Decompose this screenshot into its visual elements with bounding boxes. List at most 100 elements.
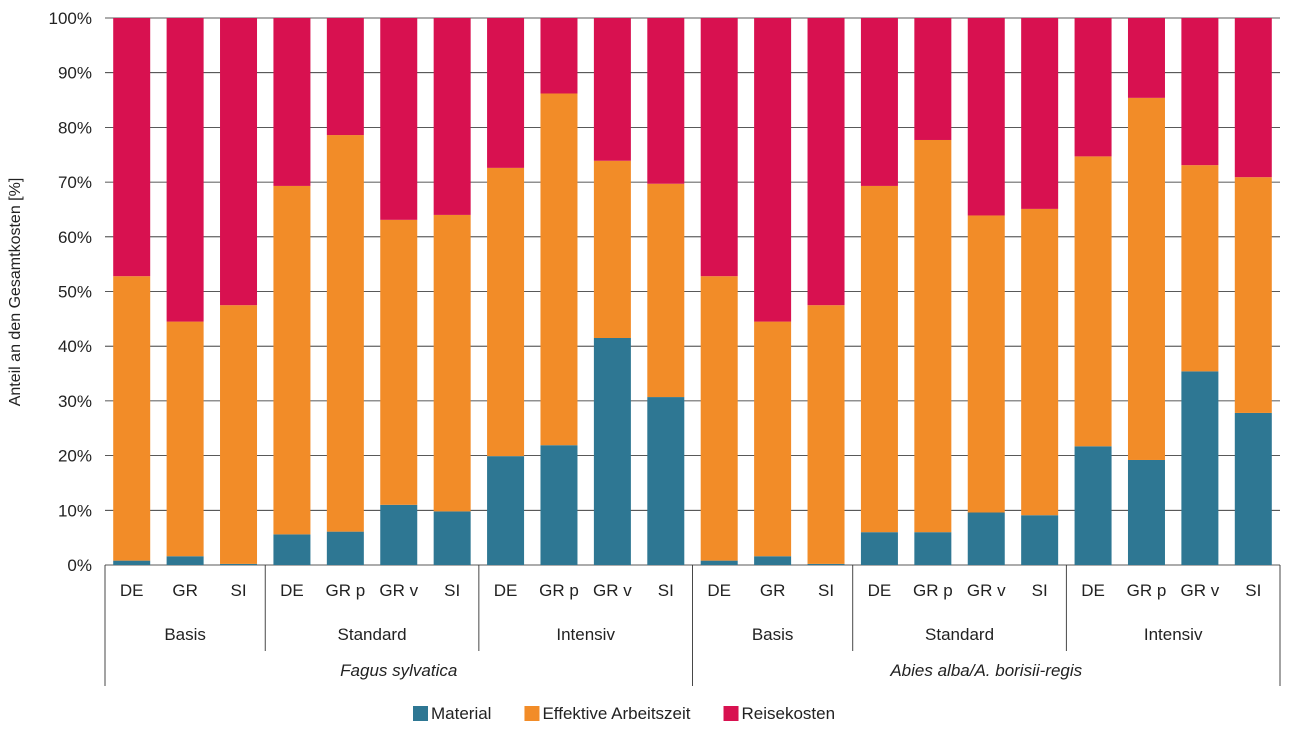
- y-tick-label: 30%: [58, 392, 92, 411]
- bar-segment-material: [914, 532, 952, 565]
- bar-segment-effektive-arbeitszeit: [967, 215, 1005, 513]
- bar-segment-material: [220, 563, 258, 565]
- bar-segment-reisekosten: [860, 18, 898, 186]
- bar-segment-effektive-arbeitszeit: [754, 321, 792, 557]
- legend-label: Reisekosten: [742, 704, 836, 723]
- y-tick-label: 100%: [49, 9, 92, 28]
- bars: [113, 18, 1272, 565]
- bar-segment-effektive-arbeitszeit: [380, 219, 418, 505]
- bar-segment-reisekosten: [647, 18, 685, 184]
- bar-segment-material: [700, 560, 738, 565]
- x-tick-label: SI: [444, 581, 460, 600]
- bar-segment-effektive-arbeitszeit: [166, 321, 204, 557]
- bar-segment-material: [860, 532, 898, 565]
- y-tick-label: 20%: [58, 447, 92, 466]
- bar-segment-material: [1181, 371, 1219, 565]
- bar-segment-material: [593, 337, 631, 565]
- x-tick-label: GR p: [1127, 581, 1167, 600]
- x-tick-label: DE: [120, 581, 144, 600]
- bar-segment-effektive-arbeitszeit: [593, 160, 631, 338]
- x-tick-label: SI: [658, 581, 674, 600]
- bar-segment-material: [1127, 459, 1165, 565]
- bar-segment-effektive-arbeitszeit: [113, 276, 151, 561]
- bar-segment-reisekosten: [967, 18, 1005, 216]
- x-tick-label: DE: [1081, 581, 1105, 600]
- bar-segment-effektive-arbeitszeit: [326, 135, 364, 532]
- x-tick-label: SI: [230, 581, 246, 600]
- bar-segment-effektive-arbeitszeit: [540, 93, 578, 446]
- x-tick-label: DE: [494, 581, 518, 600]
- bar-segment-effektive-arbeitszeit: [1181, 165, 1219, 372]
- legend-label: Material: [431, 704, 491, 723]
- y-axis-label: Anteil an den Gesamtkosten [%]: [7, 178, 24, 407]
- species-label: Fagus sylvatica: [340, 661, 457, 680]
- bar-segment-effektive-arbeitszeit: [860, 185, 898, 533]
- bar-segment-reisekosten: [1021, 18, 1059, 209]
- bar-segment-material: [1234, 412, 1272, 565]
- bar-segment-effektive-arbeitszeit: [647, 183, 685, 398]
- x-tick-label: SI: [1245, 581, 1261, 600]
- x-tick-label: GR p: [539, 581, 579, 600]
- y-tick-label: 40%: [58, 337, 92, 356]
- species-label: Abies alba/A. borisii-regis: [889, 661, 1082, 680]
- y-tick-label: 10%: [58, 501, 92, 520]
- bar-segment-reisekosten: [700, 18, 738, 277]
- bar-segment-effektive-arbeitszeit: [220, 305, 258, 564]
- group-label: Intensiv: [556, 625, 615, 644]
- x-tick-label: SI: [818, 581, 834, 600]
- bar-segment-reisekosten: [914, 18, 952, 140]
- x-tick-label: GR v: [593, 581, 632, 600]
- bar-segment-reisekosten: [540, 18, 578, 94]
- bar-segment-material: [1021, 515, 1059, 565]
- bar-segment-effektive-arbeitszeit: [807, 305, 845, 564]
- bar-segment-effektive-arbeitszeit: [1074, 156, 1112, 447]
- x-axis: DE GR SI DE GR p GR v SI DE GR p GR v SI DE GR SI DE GR…: [104, 565, 1281, 686]
- x-tick-label: DE: [707, 581, 731, 600]
- bar-segment-effektive-arbeitszeit: [914, 139, 952, 533]
- x-tick-label: DE: [280, 581, 304, 600]
- group-label: Standard: [338, 625, 407, 644]
- group-label: Basis: [164, 625, 206, 644]
- bar-segment-reisekosten: [487, 18, 525, 168]
- bar-segment-material: [967, 512, 1005, 565]
- legend-swatch: [524, 706, 540, 721]
- bar-segment-reisekosten: [593, 18, 631, 161]
- legend: Material Effektive Arbeitszeit Reisekosten: [413, 704, 835, 723]
- bar-segment-effektive-arbeitszeit: [1127, 97, 1165, 460]
- bar-segment-effektive-arbeitszeit: [1021, 208, 1059, 516]
- bar-segment-effektive-arbeitszeit: [1234, 177, 1272, 413]
- bar-segment-effektive-arbeitszeit: [700, 276, 738, 561]
- bar-segment-material: [166, 556, 204, 565]
- bar-segment-reisekosten: [113, 18, 151, 277]
- bar-segment-material: [647, 397, 685, 565]
- bar-segment-reisekosten: [380, 18, 418, 220]
- bar-segment-reisekosten: [807, 18, 845, 306]
- bar-segment-material: [1074, 446, 1112, 565]
- bar-segment-material: [540, 445, 578, 565]
- bar-segment-material: [487, 456, 525, 565]
- bar-segment-material: [273, 534, 311, 565]
- group-label: Intensiv: [1144, 625, 1203, 644]
- y-tick-label: 50%: [58, 283, 92, 302]
- bar-segment-reisekosten: [1074, 18, 1112, 157]
- bar-segment-material: [326, 531, 364, 565]
- x-tick-label: GR p: [913, 581, 953, 600]
- bar-segment-effektive-arbeitszeit: [487, 167, 525, 457]
- bar-segment-reisekosten: [754, 18, 792, 322]
- bar-segment-reisekosten: [1234, 18, 1272, 178]
- y-tick-label: 70%: [58, 173, 92, 192]
- x-tick-label: GR v: [967, 581, 1006, 600]
- y-tick-label: 0%: [67, 556, 92, 575]
- bar-segment-reisekosten: [326, 18, 364, 136]
- legend-swatch: [413, 706, 428, 721]
- bar-segment-reisekosten: [1181, 18, 1219, 166]
- x-tick-label: SI: [1032, 581, 1048, 600]
- bar-segment-material: [433, 511, 471, 565]
- bar-segment-material: [380, 504, 418, 565]
- bar-segment-reisekosten: [433, 18, 471, 215]
- y-axis-ticks: 0% 10% 20% 30% 40% 50% 60% 70% 80% 90% 100%: [49, 9, 92, 575]
- bar-segment-reisekosten: [166, 18, 204, 322]
- bar-segment-material: [113, 560, 151, 565]
- legend-swatch: [723, 706, 739, 721]
